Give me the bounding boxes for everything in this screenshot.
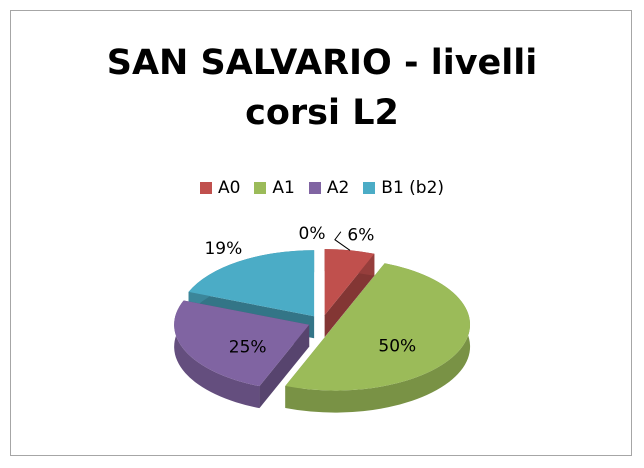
data-label: 50% <box>378 337 416 357</box>
slice <box>174 300 310 409</box>
legend-item: A1 <box>254 178 295 198</box>
legend-swatch <box>254 182 267 194</box>
slice-wall <box>285 263 471 413</box>
legend-swatch <box>199 182 212 194</box>
legend-item: B1 (b2) <box>363 178 444 198</box>
legend-swatch <box>363 182 376 194</box>
legend-item: A2 <box>308 178 350 198</box>
legend-swatch <box>308 182 321 194</box>
legend-label: B1 (b2) <box>381 178 445 198</box>
slice-top <box>285 263 471 391</box>
slice-side <box>259 324 310 409</box>
data-label: 19% <box>204 239 242 259</box>
slice-wall <box>174 300 260 409</box>
slice-top <box>188 250 315 317</box>
chart-title: SAN SALVARIO - livelli corsi L2 <box>106 43 538 133</box>
legend-item: A0 <box>199 178 241 198</box>
legend: A0 A1 A2 B1 (b2) <box>0 178 644 198</box>
slice <box>285 263 471 413</box>
data-label: 25% <box>229 338 267 358</box>
slice <box>324 249 375 338</box>
legend-label: A0 <box>217 178 241 198</box>
slice-side <box>324 253 375 338</box>
leader-line <box>334 231 351 251</box>
data-label: 6% <box>347 226 374 246</box>
legend-label: A2 <box>326 178 350 198</box>
slice-top <box>174 300 310 387</box>
data-label: 0% <box>299 224 326 244</box>
legend-label: A1 <box>272 178 295 198</box>
chart-frame <box>10 10 632 456</box>
slice-top <box>324 249 375 316</box>
